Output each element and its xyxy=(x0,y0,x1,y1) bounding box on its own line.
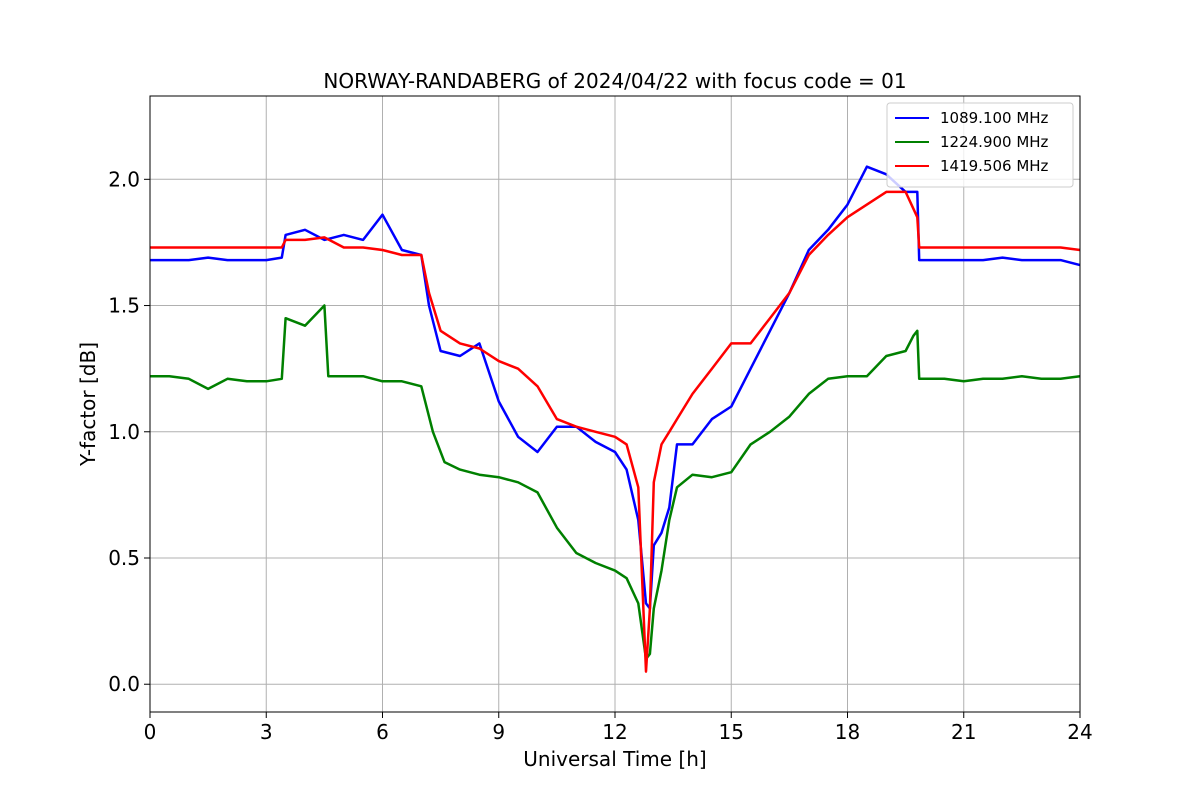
x-tick-label: 12 xyxy=(602,720,627,744)
x-axis-label: Universal Time [h] xyxy=(523,747,706,771)
series-line-2 xyxy=(150,304,1081,661)
y-tick-label: 0.0 xyxy=(108,672,140,696)
x-tick-label: 24 xyxy=(1067,720,1092,744)
y-tick-label: 0.5 xyxy=(108,546,140,570)
x-tick-label: 15 xyxy=(719,720,744,744)
y-tick-label: 1.5 xyxy=(108,294,140,318)
legend: 1089.100 MHz 1224.900 MHz 1419.506 MHz xyxy=(886,102,1074,188)
plot-area xyxy=(150,165,1081,673)
legend-label: 1089.100 MHz xyxy=(940,109,1049,127)
x-tick-label: 21 xyxy=(951,720,976,744)
x-axis: 0 3 6 9 12 15 18 21 24 xyxy=(144,712,1093,744)
x-tick-label: 6 xyxy=(376,720,389,744)
y-tick-label: 2.0 xyxy=(108,167,140,191)
legend-label: 1224.900 MHz xyxy=(940,133,1049,151)
y-axis-label: Y-factor [dB] xyxy=(76,342,100,467)
y-tick-label: 1.0 xyxy=(108,420,140,444)
x-tick-label: 18 xyxy=(835,720,860,744)
legend-label: 1419.506 MHz xyxy=(940,157,1049,175)
legend-box xyxy=(886,102,1074,188)
x-tick-label: 9 xyxy=(492,720,505,744)
y-axis: 0.0 0.5 1.0 1.5 2.0 xyxy=(108,167,150,696)
series-line-3 xyxy=(150,190,1081,673)
chart-title: NORWAY-RANDABERG of 2024/04/22 with focu… xyxy=(323,69,906,93)
x-tick-label: 0 xyxy=(144,720,157,744)
x-tick-label: 3 xyxy=(260,720,273,744)
